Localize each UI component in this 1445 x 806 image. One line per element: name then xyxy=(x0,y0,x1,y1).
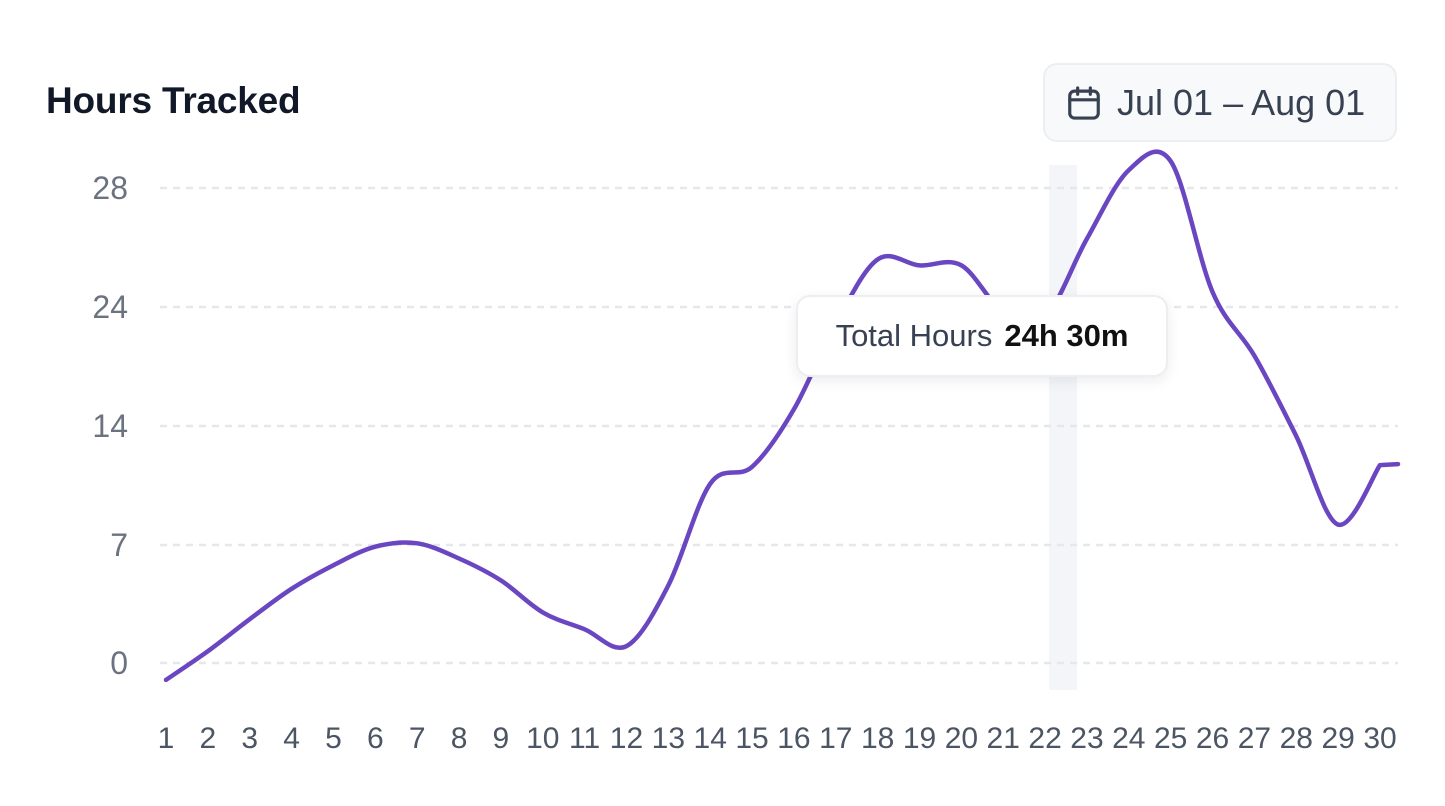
x-tick-label: 16 xyxy=(777,722,810,755)
data-point[interactable] xyxy=(365,537,385,557)
x-tick-label: 13 xyxy=(652,722,685,755)
data-point[interactable] xyxy=(240,609,260,629)
x-tick-label: 28 xyxy=(1280,722,1313,755)
x-tick-label: 23 xyxy=(1070,722,1103,755)
y-tick-label: 7 xyxy=(110,527,128,563)
y-tick-label: 24 xyxy=(92,289,128,325)
series-line xyxy=(163,149,1401,683)
x-tick-label: 17 xyxy=(819,722,852,755)
x-tick-label: 21 xyxy=(987,722,1020,755)
x-tick-label: 8 xyxy=(451,722,468,755)
data-point[interactable] xyxy=(575,619,595,639)
date-range-label: Jul 01 – Aug 01 xyxy=(1117,81,1366,123)
y-tick-label: 14 xyxy=(92,408,128,444)
data-point[interactable] xyxy=(491,570,511,590)
x-tick-label: 14 xyxy=(694,722,727,755)
data-point[interactable] xyxy=(1370,455,1390,475)
data-point[interactable] xyxy=(784,399,804,419)
x-tick-label: 9 xyxy=(493,722,510,755)
data-point[interactable] xyxy=(951,255,971,275)
x-tick-label: 29 xyxy=(1321,722,1354,755)
x-tick-label: 12 xyxy=(610,722,643,755)
x-tick-label: 3 xyxy=(241,722,258,755)
x-tick-label: 4 xyxy=(283,722,300,755)
data-point[interactable] xyxy=(1203,282,1223,302)
data-point[interactable] xyxy=(910,255,930,275)
x-tick-label: 24 xyxy=(1112,722,1145,755)
date-range-button[interactable]: Jul 01 – Aug 01 xyxy=(1043,63,1397,142)
x-tick-label: 30 xyxy=(1363,722,1396,755)
x-tick-label: 15 xyxy=(735,722,768,755)
data-point[interactable] xyxy=(323,555,343,575)
calendar-icon xyxy=(1068,85,1100,120)
data-point[interactable] xyxy=(1328,515,1348,535)
x-tick-label: 22 xyxy=(1028,722,1061,755)
tooltip-value: 24h 30m xyxy=(1004,318,1129,353)
chart-tooltip: Total Hours 24h 30m xyxy=(796,295,1168,377)
x-tick-label: 20 xyxy=(945,722,978,755)
x-tick-label: 27 xyxy=(1238,722,1271,755)
x-tick-label: 11 xyxy=(569,722,600,755)
y-tick-label: 28 xyxy=(92,170,128,206)
tooltip-label: Total Hours xyxy=(835,318,993,353)
data-point[interactable] xyxy=(449,549,469,569)
x-tick-label: 26 xyxy=(1196,722,1229,755)
x-tick-label: 7 xyxy=(409,722,426,755)
data-point[interactable] xyxy=(533,602,553,622)
data-point[interactable] xyxy=(1161,151,1181,171)
x-tick-label: 25 xyxy=(1154,722,1187,755)
x-tick-label: 10 xyxy=(526,722,559,755)
data-point[interactable] xyxy=(156,670,176,690)
data-point[interactable] xyxy=(1119,160,1139,180)
data-point[interactable] xyxy=(658,576,678,596)
x-tick-label: 1 xyxy=(158,722,175,755)
data-point[interactable] xyxy=(282,579,302,599)
hover-band xyxy=(1049,165,1078,690)
chart-title: Hours Tracked xyxy=(46,80,301,121)
x-tick-label: 2 xyxy=(200,722,217,755)
data-point[interactable] xyxy=(198,641,218,661)
x-tick-label: 19 xyxy=(903,722,936,755)
data-point[interactable] xyxy=(1244,346,1264,366)
data-point[interactable] xyxy=(617,636,637,656)
data-point[interactable] xyxy=(700,474,720,494)
x-tick-label: 5 xyxy=(325,722,342,755)
data-point[interactable] xyxy=(742,457,762,477)
x-tick-label: 6 xyxy=(367,722,384,755)
data-point[interactable] xyxy=(1077,229,1097,249)
y-tick-label: 0 xyxy=(110,645,128,681)
data-point[interactable] xyxy=(407,533,427,553)
data-point[interactable] xyxy=(868,249,888,269)
x-tick-label: 18 xyxy=(861,722,894,755)
data-point[interactable] xyxy=(1286,426,1306,446)
